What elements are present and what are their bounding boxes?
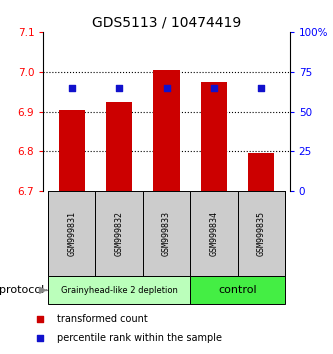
Text: Grainyhead-like 2 depletion: Grainyhead-like 2 depletion — [61, 286, 177, 295]
Text: transformed count: transformed count — [57, 314, 148, 324]
Title: GDS5113 / 10474419: GDS5113 / 10474419 — [92, 15, 241, 29]
Point — [37, 316, 43, 321]
Text: GSM999833: GSM999833 — [162, 211, 171, 256]
Bar — [248, 153, 274, 191]
Bar — [48, 191, 96, 276]
Bar — [201, 82, 227, 191]
Bar — [48, 276, 190, 304]
Text: protocol: protocol — [0, 285, 44, 295]
Bar — [143, 191, 190, 276]
Text: GSM999832: GSM999832 — [115, 211, 124, 256]
Point — [259, 85, 264, 91]
Text: control: control — [218, 285, 257, 295]
Text: GSM999835: GSM999835 — [257, 211, 266, 256]
Bar — [190, 276, 285, 304]
Bar — [154, 70, 179, 191]
Point — [117, 85, 122, 91]
Point — [211, 85, 216, 91]
Bar — [237, 191, 285, 276]
Point — [37, 335, 43, 341]
Bar — [59, 109, 85, 191]
Text: GSM999831: GSM999831 — [67, 211, 76, 256]
Text: GSM999834: GSM999834 — [209, 211, 218, 256]
Bar — [96, 191, 143, 276]
Bar — [190, 191, 237, 276]
Bar — [106, 102, 132, 191]
Point — [164, 85, 169, 91]
Point — [69, 85, 74, 91]
Text: percentile rank within the sample: percentile rank within the sample — [57, 333, 221, 343]
